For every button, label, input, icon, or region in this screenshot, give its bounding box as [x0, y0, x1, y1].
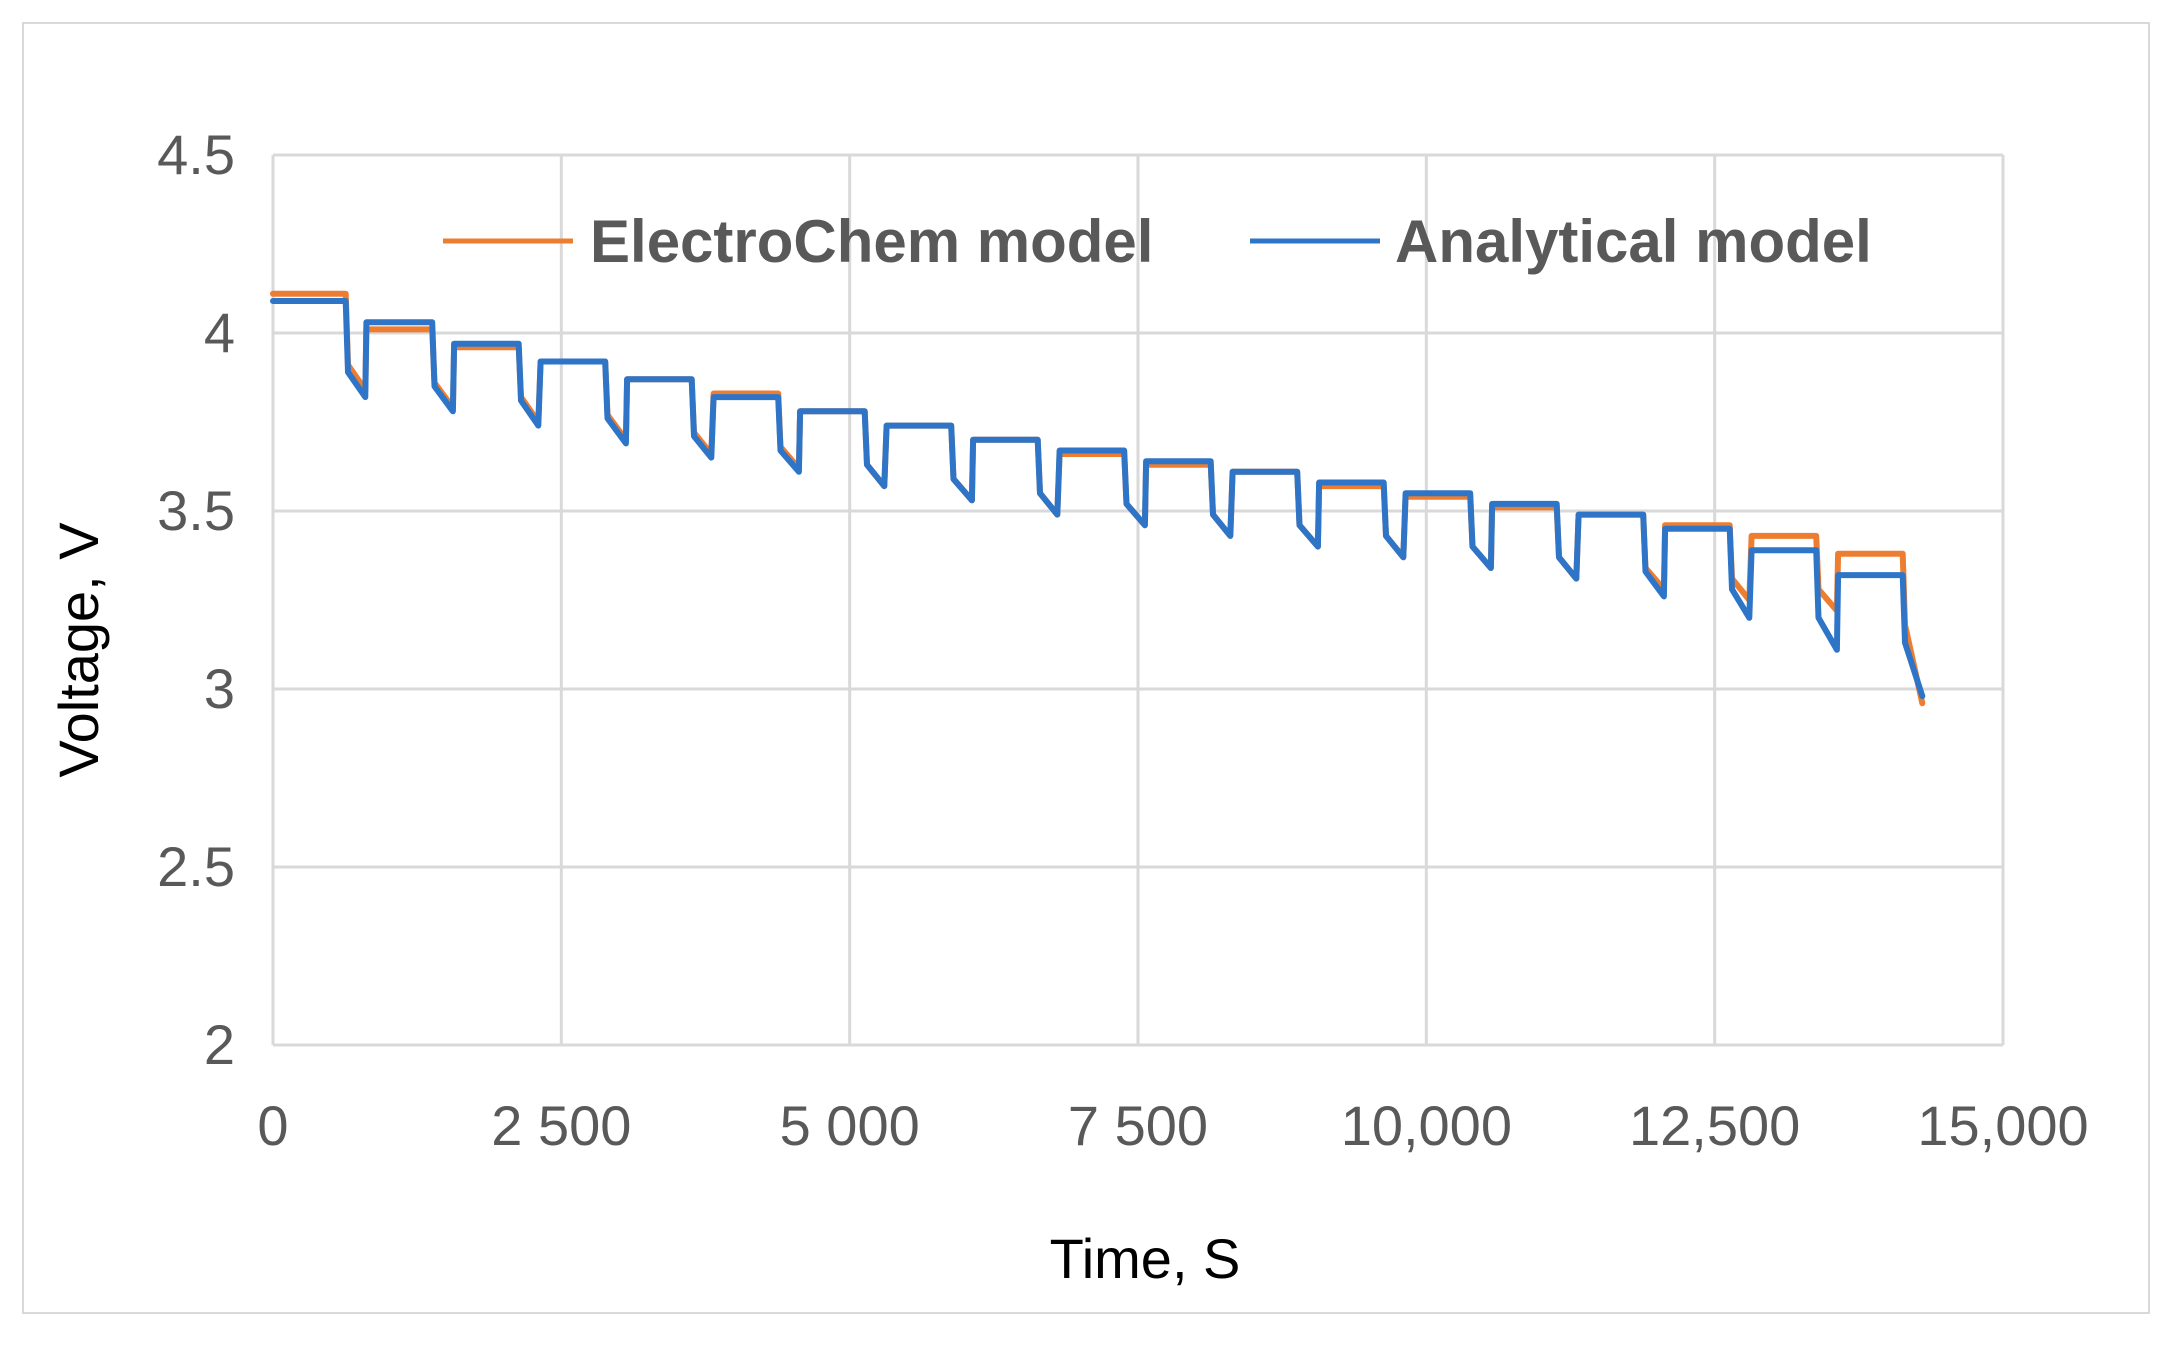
legend-label-electrochem: ElectroChem model [590, 208, 1153, 275]
y-axis-title: Voltage, V [47, 522, 110, 778]
x-tick-label: 10,000 [1341, 1094, 1512, 1157]
y-tick-label: 3 [204, 657, 235, 720]
legend: ElectroChem model Analytical model [443, 208, 1872, 275]
y-tick-label: 2 [204, 1013, 235, 1076]
y-tick-label: 2.5 [157, 835, 235, 898]
grid-layer [271, 153, 2005, 1047]
legend-label-analytical: Analytical model [1395, 208, 1872, 275]
x-tick-label: 15,000 [1917, 1094, 2088, 1157]
x-axis-title: Time, S [1050, 1227, 1241, 1290]
x-tick-label: 12,500 [1629, 1094, 1800, 1157]
x-tick-label: 7 500 [1068, 1094, 1208, 1157]
y-tick-label: 4.5 [157, 123, 235, 186]
tick-layer: 2 2.5 3 3.5 4 4.5 0 2 500 5 000 7 500 10,000 12,500… [157, 123, 2089, 1157]
y-tick-label: 4 [204, 301, 235, 364]
y-tick-label: 3.5 [157, 479, 235, 542]
x-tick-label: 0 [257, 1094, 288, 1157]
series-line-analytical-model [270, 298, 1926, 700]
chart-frame [22, 22, 2150, 1314]
x-tick-label: 2 500 [491, 1094, 631, 1157]
series-layer [270, 290, 1926, 707]
x-tick-label: 5 000 [780, 1094, 920, 1157]
